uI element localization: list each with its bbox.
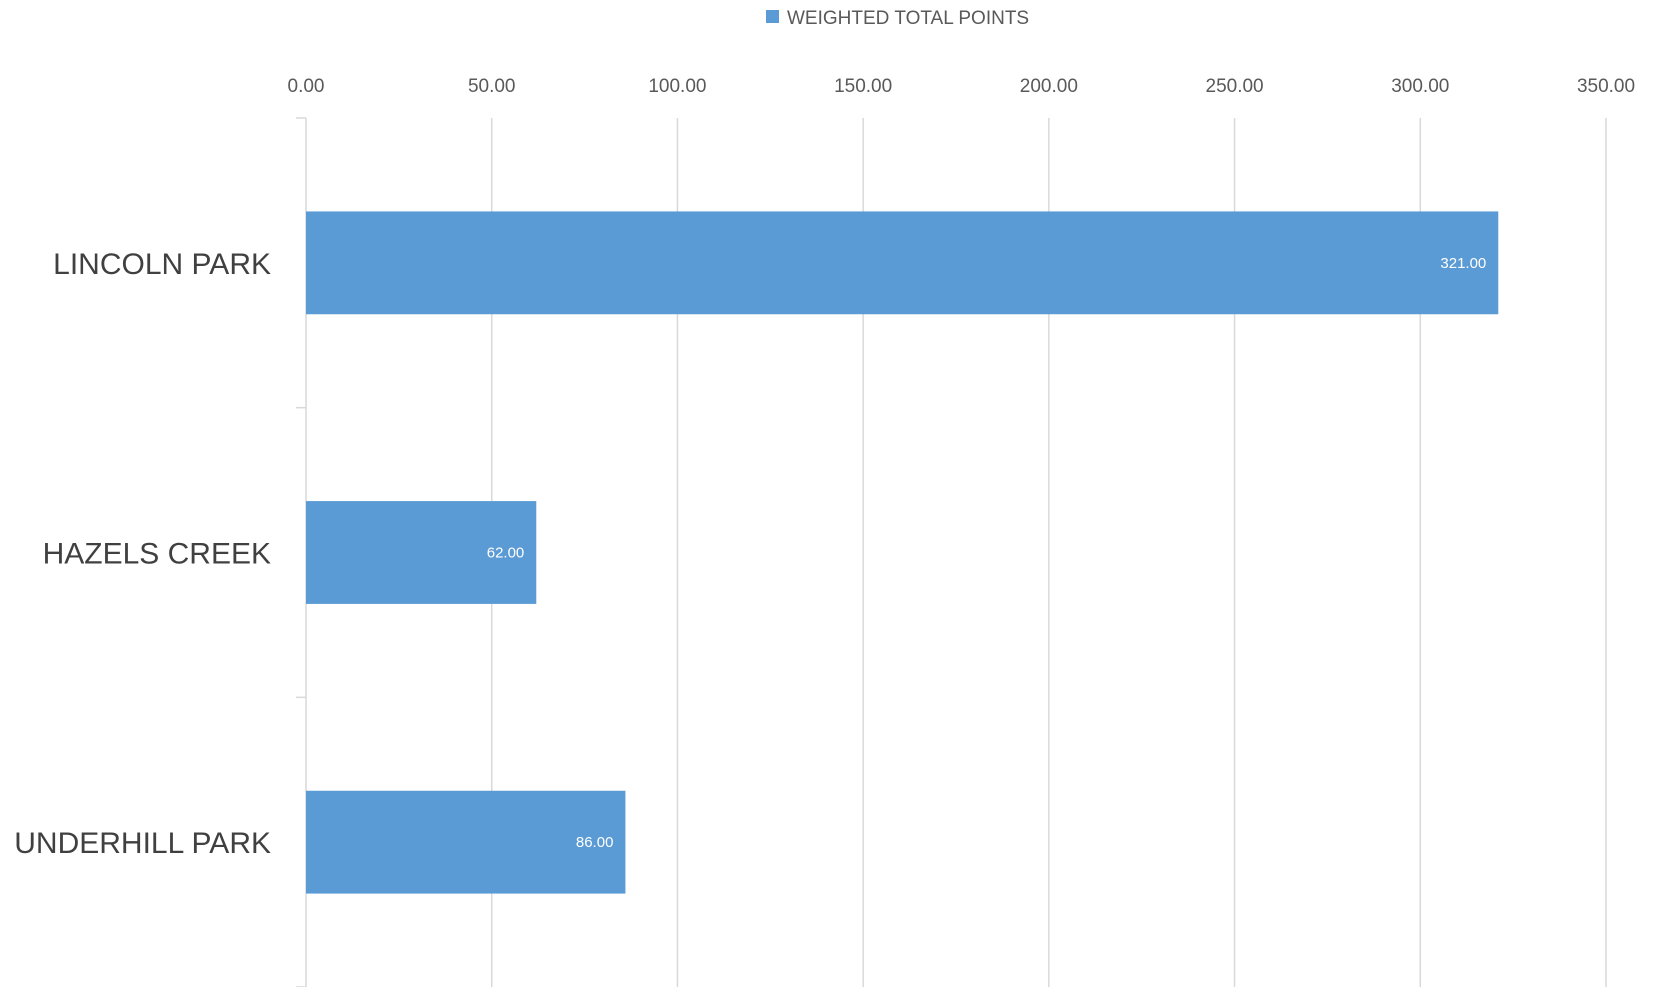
x-tick-label: 350.00 (1577, 76, 1635, 97)
bar (306, 501, 537, 604)
legend-swatch (766, 10, 779, 23)
data-label: 321.00 (1440, 255, 1486, 272)
category-label: UNDERHILL PARK (14, 827, 271, 860)
x-tick-label: 200.00 (1020, 76, 1078, 97)
x-tick-label: 250.00 (1206, 76, 1264, 97)
x-tick-label: 0.00 (288, 76, 325, 97)
bar (306, 790, 626, 894)
data-label: 86.00 (576, 834, 614, 851)
category-axis (296, 117, 307, 988)
category-label: LINCOLN PARK (53, 248, 271, 281)
data-labels: 321.00 62.00 86.00 (487, 255, 1487, 851)
bar (306, 211, 1499, 315)
x-tick-label: 300.00 (1391, 76, 1449, 97)
category-label: HAZELS CREEK (43, 538, 271, 571)
data-label: 62.00 (487, 545, 525, 562)
legend-label: WEIGHTED TOTAL POINTS (787, 8, 1029, 29)
legend: WEIGHTED TOTAL POINTS (766, 8, 1029, 29)
x-tick-label: 50.00 (468, 76, 516, 97)
category-labels: LINCOLN PARK HAZELS CREEK UNDERHILL PARK (14, 248, 271, 860)
bars (306, 211, 1499, 894)
x-tick-label: 100.00 (648, 76, 706, 97)
x-axis-tick-labels: 0.00 50.00 100.00 150.00 200.00 250.00 300.00 3… (288, 76, 1636, 97)
x-tick-label: 150.00 (834, 76, 892, 97)
